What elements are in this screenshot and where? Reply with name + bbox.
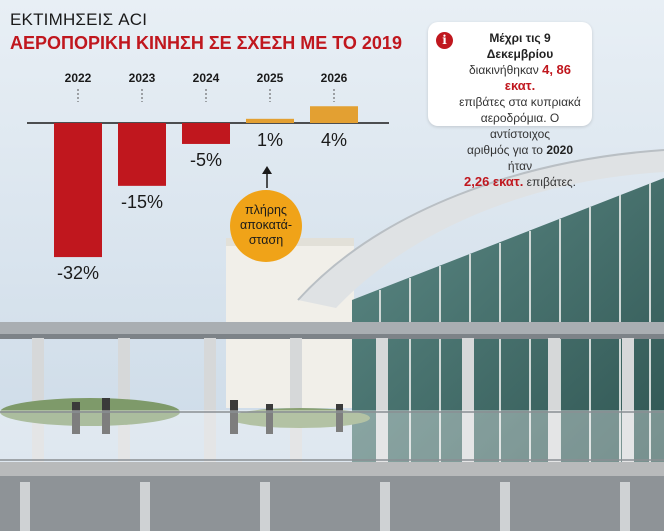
info-date-text: Μέχρι τις 9 Δεκεμβρίου <box>486 31 554 61</box>
bar-2025 <box>246 118 294 123</box>
info-line-5: αριθμός για το 2020 ήταν <box>458 142 582 174</box>
info-line-3: επιβάτες στα κυπριακά <box>459 95 581 109</box>
x-tick-label: 2024 <box>193 71 220 85</box>
bar-2026 <box>310 106 358 123</box>
callout-line-1: πλήρης <box>245 203 287 217</box>
callout-circle <box>230 190 302 262</box>
data-label-2023: -15% <box>121 192 163 212</box>
full-recovery-callout: πλήρης αποκατά- σταση <box>230 166 302 262</box>
info-line-2: διακινήθηκαν 4, 86 εκατ. <box>458 62 582 94</box>
info-2020-passengers-value: 2,26 εκατ. <box>464 174 524 189</box>
x-tick-label: 2022 <box>65 71 92 85</box>
info-year-2020: 2020 <box>546 143 574 157</box>
bar-2023 <box>118 123 166 186</box>
info-line-6: 2,26 εκατ. επιβάτες. <box>458 174 582 190</box>
up-arrow-icon <box>262 166 272 174</box>
info-was-text: ήταν <box>507 159 533 173</box>
passenger-info-box: i Μέχρι τις 9 Δεκεμβρίου διακινήθηκαν 4,… <box>428 22 592 189</box>
x-tick-label: 2026 <box>321 71 348 85</box>
info-2021-passengers-value: 4, 86 εκατ. <box>504 62 572 93</box>
chart-kicker: ΕΚΤΙΜΗΣΕΙΣ ACI <box>10 10 148 29</box>
info-line-1: Μέχρι τις 9 Δεκεμβρίου <box>458 30 582 62</box>
callout-line-3: σταση <box>249 233 283 247</box>
info-icon: i <box>436 32 453 49</box>
chart-title: ΑΕΡΟΠΟΡΙΚΗ ΚΙΝΗΣΗ ΣΕ ΣΧΕΣΗ ΜΕ ΤΟ 2019 <box>10 33 402 53</box>
bar-2022 <box>54 123 102 258</box>
bar-2024 <box>182 123 230 144</box>
x-tick-label: 2023 <box>129 71 156 85</box>
data-label-2026: 4% <box>321 130 347 150</box>
x-tick-label: 2025 <box>257 71 284 85</box>
data-label-2025: 1% <box>257 130 283 150</box>
callout-line-2: αποκατά- <box>240 218 292 232</box>
data-label-2024: -5% <box>190 150 222 170</box>
info-number-text: αριθμός για το <box>466 143 543 157</box>
info-line-4: αεροδρόμια. Ο αντίστοιχος <box>480 111 560 141</box>
info-passengers-text: επιβάτες. <box>526 175 576 189</box>
info-moved-text: διακινήθηκαν <box>468 63 539 77</box>
data-label-2022: -32% <box>57 263 99 283</box>
